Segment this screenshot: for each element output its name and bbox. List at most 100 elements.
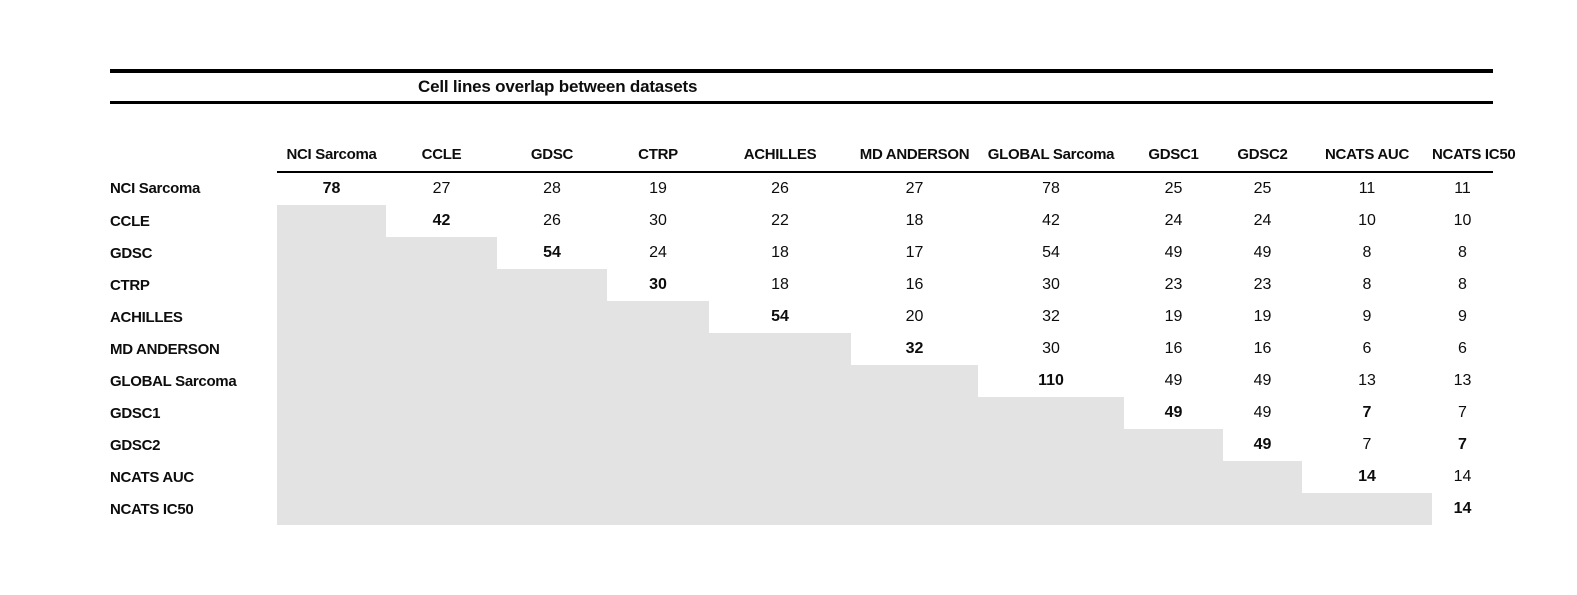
column-header: GDSC2	[1223, 104, 1302, 173]
table-cell	[386, 237, 497, 269]
table-cell: 18	[905, 212, 924, 229]
table-cell: 25	[1253, 180, 1272, 197]
table-cell	[978, 397, 1124, 429]
table-cell: 25	[1164, 180, 1183, 197]
table-cell	[978, 429, 1124, 461]
table-cell: 27	[905, 180, 924, 197]
table-cell	[607, 333, 709, 365]
column-header: MD ANDERSON	[851, 104, 978, 173]
table-cell	[709, 429, 851, 461]
table-row: ACHILLES 54 20 32 19 19 9 9	[110, 301, 1493, 333]
table-cell: 49	[1253, 404, 1272, 421]
table-cell: 9	[1458, 308, 1467, 325]
table-cell: 49	[1253, 372, 1272, 389]
table-cell: 110	[1038, 372, 1064, 389]
column-header: CCLE	[386, 104, 497, 173]
table-cell	[607, 301, 709, 333]
header-row: NCI Sarcoma CCLE GDSC CTRP ACHILLES MD ANDERS…	[110, 104, 1516, 173]
table-cell: 10	[1358, 212, 1376, 229]
table-title: Cell lines overlap between datasets	[418, 77, 698, 96]
table-row: MD ANDERSON 32 30 16 16 6 6	[110, 333, 1493, 365]
table-cell	[386, 397, 497, 429]
overlap-table: NCI Sarcoma CCLE GDSC CTRP ACHILLES MD ANDERS…	[110, 104, 1516, 525]
column-header: NCATS AUC	[1302, 104, 1432, 173]
table-cell	[497, 429, 607, 461]
table-cell	[851, 493, 978, 525]
table-cell: 10	[1453, 212, 1472, 229]
table-cell	[386, 365, 497, 397]
table-cell: 8	[1362, 244, 1372, 261]
table-body: NCI Sarcoma 78 27 28 19 26 27 78 25 25 11 11 CCLE 42 2…	[110, 172, 1493, 525]
table-cell: 8	[1458, 276, 1467, 293]
table-cell: 13	[1358, 372, 1376, 389]
table-cell: 54	[1042, 244, 1060, 261]
table-cell	[978, 461, 1124, 493]
table-cell	[851, 397, 978, 429]
table-cell	[497, 333, 607, 365]
table-cell	[386, 301, 497, 333]
column-header: CTRP	[607, 104, 709, 173]
column-header: ACHILLES	[709, 104, 851, 173]
table-cell: 22	[771, 212, 789, 229]
table-cell	[709, 397, 851, 429]
table-cell: 24	[1253, 212, 1272, 229]
table-cell: 42	[1042, 212, 1060, 229]
table-cell	[607, 365, 709, 397]
table-cell	[1223, 493, 1302, 525]
row-label: MD ANDERSON	[110, 340, 220, 358]
table-row: GDSC2 49 7 7	[110, 429, 1493, 461]
table-cell: 78	[1042, 180, 1060, 197]
table-cell: 13	[1453, 372, 1472, 389]
table-cell: 28	[543, 180, 561, 197]
table-cell	[709, 493, 851, 525]
table-cell	[497, 493, 607, 525]
table-cell: 54	[543, 244, 561, 261]
overlap-table-figure: Cell lines overlap between datasets NCI …	[110, 69, 1516, 525]
table-cell: 6	[1362, 340, 1372, 357]
row-label: GDSC2	[110, 436, 161, 454]
table-cell: 17	[905, 244, 924, 261]
table-cell	[607, 493, 709, 525]
column-header: GDSC	[497, 104, 607, 173]
table-row: NCATS IC50 14	[110, 493, 1493, 525]
table-cell	[386, 429, 497, 461]
table-cell	[851, 461, 978, 493]
table-cell: 19	[1164, 308, 1183, 325]
table-cell	[277, 301, 386, 333]
column-header: GDSC1	[1124, 104, 1223, 173]
table-cell	[497, 269, 607, 301]
table-cell	[607, 461, 709, 493]
table-row: GDSC1 49 49 7 7	[110, 397, 1493, 429]
table-cell	[277, 493, 386, 525]
table-row: GDSC 54 24 18 17 54 49 49 8 8	[110, 237, 1493, 269]
column-header: GLOBAL Sarcoma	[978, 104, 1124, 173]
table-cell	[386, 333, 497, 365]
table-cell	[1124, 461, 1223, 493]
table-cell	[277, 205, 386, 237]
table-cell	[851, 365, 978, 397]
table-cell: 6	[1458, 340, 1467, 357]
table-cell: 7	[1362, 436, 1372, 453]
table-cell: 19	[1253, 308, 1272, 325]
table-cell: 49	[1253, 244, 1272, 261]
table-cell	[277, 269, 386, 301]
row-label: NCATS AUC	[110, 468, 194, 486]
mid-rule	[110, 101, 1493, 104]
corner-cell	[110, 104, 277, 172]
table-cell: 20	[905, 308, 924, 325]
table-cell: 49	[1253, 436, 1272, 453]
table-cell	[277, 333, 386, 365]
table-cell	[386, 493, 497, 525]
table-cell: 14	[1453, 468, 1472, 485]
table-cell: 7	[1458, 436, 1467, 453]
row-label: CCLE	[110, 212, 150, 230]
table-cell: 26	[771, 180, 789, 197]
table-cell: 24	[1164, 212, 1183, 229]
table-cell	[497, 301, 607, 333]
table-cell: 27	[432, 180, 451, 197]
table-cell	[386, 269, 497, 301]
table-cell	[607, 397, 709, 429]
table-cell	[1302, 493, 1432, 525]
table-row: GLOBAL Sarcoma 110 49 49 13 13	[110, 365, 1493, 397]
table-cell: 30	[1042, 340, 1060, 357]
